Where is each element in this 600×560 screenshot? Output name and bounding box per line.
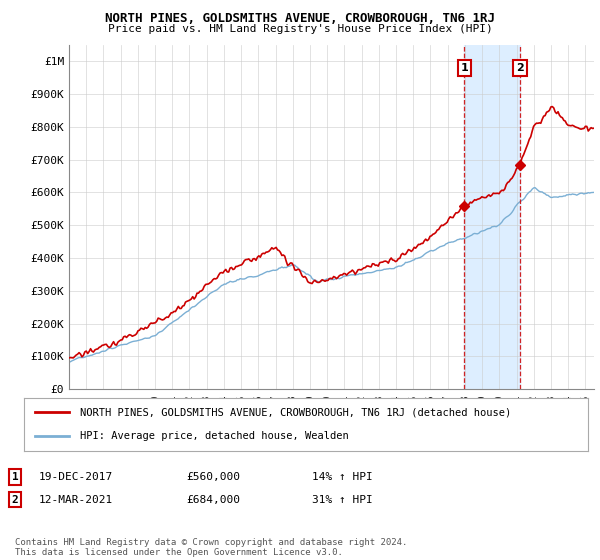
- Text: HPI: Average price, detached house, Wealden: HPI: Average price, detached house, Weal…: [80, 431, 349, 441]
- Text: 12-MAR-2021: 12-MAR-2021: [39, 494, 113, 505]
- Text: Price paid vs. HM Land Registry's House Price Index (HPI): Price paid vs. HM Land Registry's House …: [107, 24, 493, 34]
- Text: 2: 2: [516, 63, 524, 73]
- Text: £684,000: £684,000: [186, 494, 240, 505]
- Text: Contains HM Land Registry data © Crown copyright and database right 2024.
This d: Contains HM Land Registry data © Crown c…: [15, 538, 407, 557]
- Text: 14% ↑ HPI: 14% ↑ HPI: [312, 472, 373, 482]
- Text: 31% ↑ HPI: 31% ↑ HPI: [312, 494, 373, 505]
- Text: NORTH PINES, GOLDSMITHS AVENUE, CROWBOROUGH, TN6 1RJ (detached house): NORTH PINES, GOLDSMITHS AVENUE, CROWBORO…: [80, 408, 512, 418]
- Text: NORTH PINES, GOLDSMITHS AVENUE, CROWBOROUGH, TN6 1RJ: NORTH PINES, GOLDSMITHS AVENUE, CROWBORO…: [105, 12, 495, 25]
- Text: 19-DEC-2017: 19-DEC-2017: [39, 472, 113, 482]
- Text: £560,000: £560,000: [186, 472, 240, 482]
- Bar: [464, 45, 520, 389]
- Text: 2: 2: [11, 494, 19, 505]
- Text: 1: 1: [461, 63, 468, 73]
- Text: 1: 1: [11, 472, 19, 482]
